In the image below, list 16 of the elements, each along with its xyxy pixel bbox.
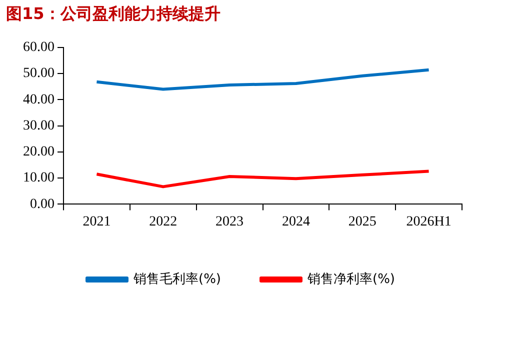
x-tick-label: 2022 — [149, 214, 178, 230]
y-tick-label: 40.00 — [23, 92, 54, 108]
x-tick-label: 2021 — [82, 214, 111, 230]
x-tick-label: 2026H1 — [406, 214, 452, 230]
legend-label: 销售毛利率(%) — [132, 270, 222, 287]
legend-label: 销售净利率(%) — [306, 270, 395, 287]
y-tick-label: 60.00 — [23, 40, 54, 56]
x-tick-label: 2024 — [282, 214, 310, 230]
y-tick-label: 10.00 — [23, 170, 54, 186]
y-tick-label: 0.00 — [30, 196, 54, 212]
x-tick-label: 2025 — [348, 214, 376, 230]
y-tick-label: 50.00 — [23, 66, 54, 82]
chart-title: 图15：公司盈利能力持续提升 — [6, 4, 220, 25]
y-tick-label: 20.00 — [23, 144, 54, 160]
x-tick-label: 2023 — [216, 214, 244, 230]
y-tick-label: 30.00 — [23, 118, 54, 134]
